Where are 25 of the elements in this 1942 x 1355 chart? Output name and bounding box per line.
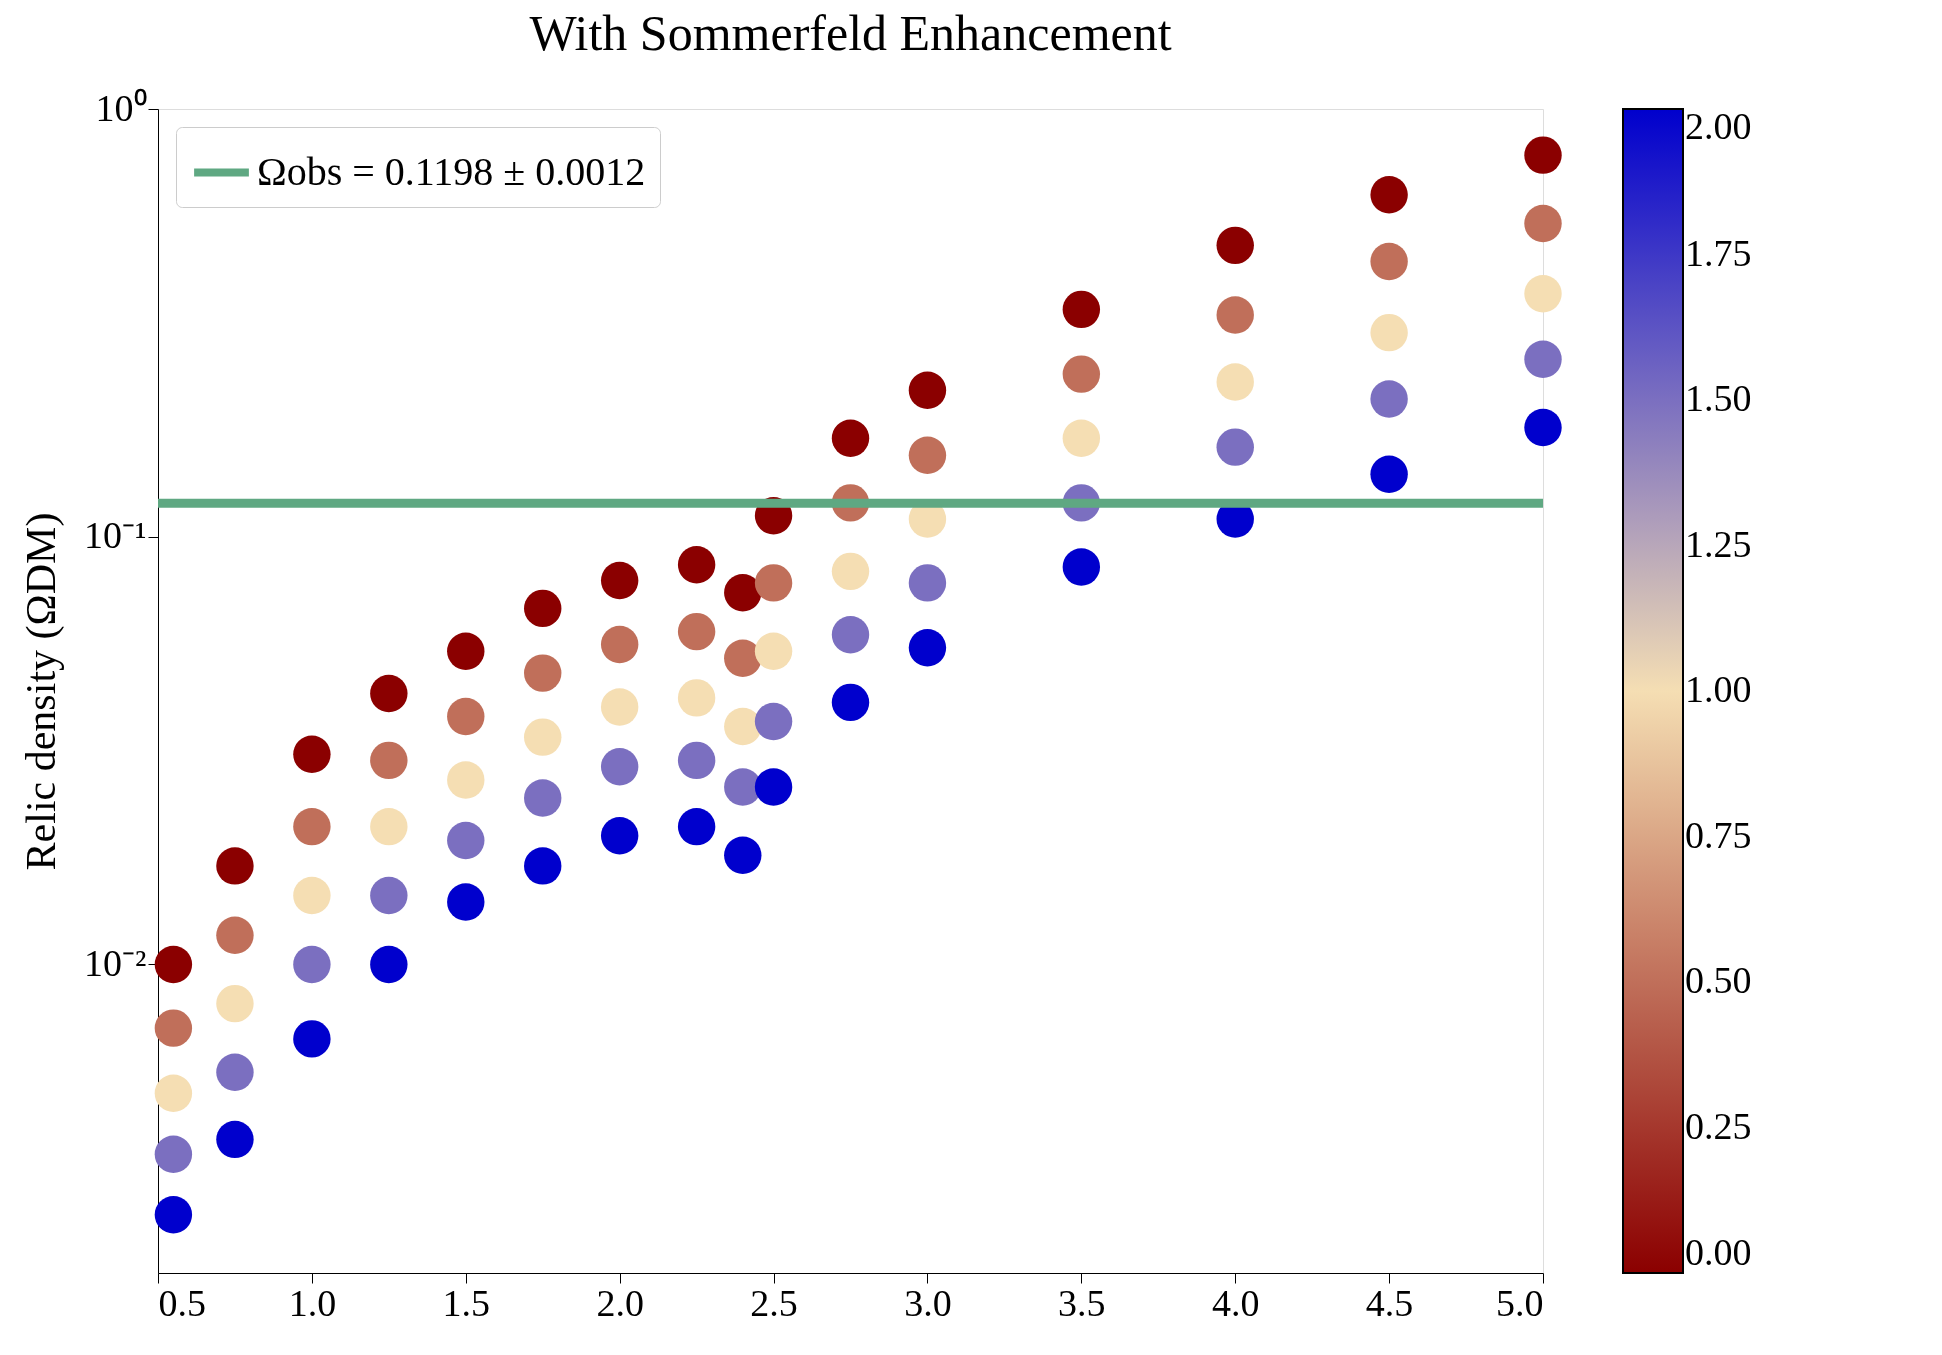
- legend-label: Ωobs = 0.1198 ± 0.0012: [257, 148, 646, 194]
- x-tick-label: 3.0: [904, 1281, 952, 1324]
- x-tick-label: 4.0: [1211, 1281, 1260, 1324]
- x-tick-label: 1.5: [442, 1281, 491, 1324]
- x-tick-label: 2.5: [750, 1281, 798, 1324]
- color-bar-label: 0.00: [1685, 1231, 1752, 1273]
- x-tick-label: 4.5: [1365, 1281, 1414, 1324]
- x-tick-label: 3.5: [1058, 1281, 1106, 1324]
- color-bar-label: 1.75: [1685, 231, 1752, 274]
- color-bar-label: 0.75: [1685, 813, 1752, 856]
- x-tick-label: 2.0: [596, 1281, 644, 1324]
- color-bar-label: 2.00: [1685, 105, 1752, 147]
- color-bar-label: 1.50: [1685, 377, 1752, 419]
- color-bar-label: 0.25: [1685, 1104, 1752, 1147]
- x-tick-label: 5.0: [1496, 1281, 1544, 1324]
- color-bar-label: 0.50: [1685, 959, 1752, 1001]
- y-axis-title: Relic density (ΩDM): [18, 512, 66, 871]
- color-bar-label: 1.00: [1685, 668, 1752, 710]
- x-tick-label: 1.0: [288, 1281, 337, 1324]
- color-bar-label: 1.25: [1685, 522, 1752, 565]
- x-tick-label: 0.5: [158, 1281, 206, 1324]
- chart-title: With Sommerfeld Enhancement: [529, 5, 1172, 61]
- y-tick-label: 10⁰: [95, 86, 147, 129]
- y-tick-label: 10⁻²: [84, 941, 147, 984]
- y-tick-label: 10⁻¹: [84, 514, 147, 557]
